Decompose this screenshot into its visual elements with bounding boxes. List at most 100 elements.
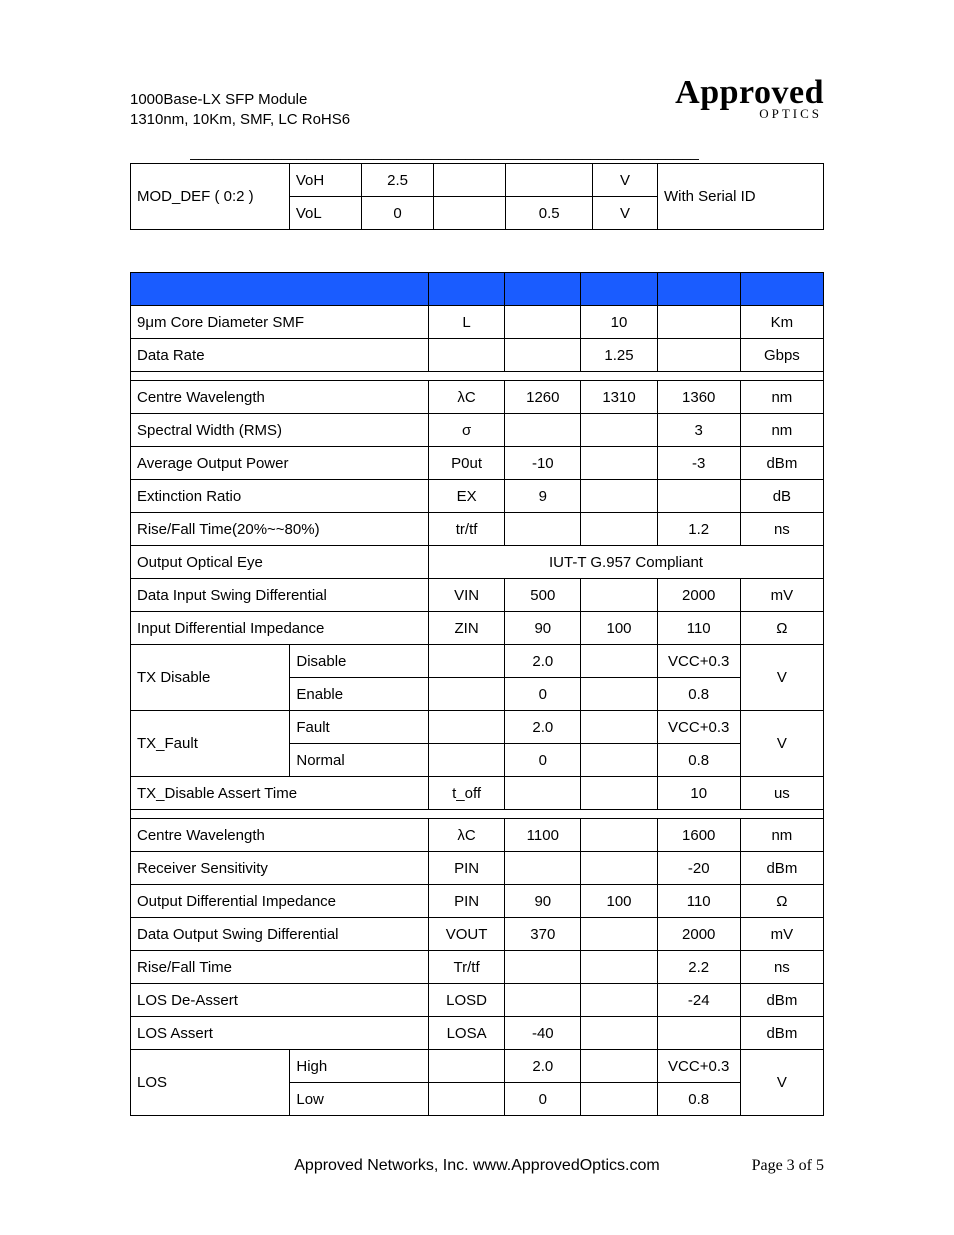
table-spacer-row (131, 372, 824, 381)
cell-max: 110 (657, 885, 740, 918)
cell-sym: ZIN (428, 612, 504, 645)
table-row: Output Differential ImpedancePIN90100110… (131, 885, 824, 918)
cell-sym: λC (428, 381, 504, 414)
cell-unit: V (740, 1050, 823, 1116)
cell-typ (581, 819, 657, 852)
cell-max: 110 (657, 612, 740, 645)
table-row: TX DisableDisable2.0VCC+0.3V (131, 645, 824, 678)
header-text: 1000Base-LX SFP Module 1310nm, 10Km, SMF… (130, 90, 350, 131)
cell-min: 0 (505, 1083, 581, 1116)
cell-sym: PIN (428, 852, 504, 885)
cell-sym: L (428, 306, 504, 339)
cell-unit: Ω (740, 885, 823, 918)
cell-unit: us (740, 777, 823, 810)
cell-unit: V (740, 711, 823, 777)
page: 1000Base-LX SFP Module 1310nm, 10Km, SMF… (0, 0, 954, 1235)
cell-max: VCC+0.3 (657, 645, 740, 678)
footer-text: Approved Networks, Inc. www.ApprovedOpti… (294, 1157, 659, 1174)
cell-param: Spectral Width (RMS) (131, 414, 429, 447)
cell-typ: 100 (581, 885, 657, 918)
cell-typ (581, 1017, 657, 1050)
cell-param: LOS De-Assert (131, 984, 429, 1017)
cell-param: Data Output Swing Differential (131, 918, 429, 951)
table-row: Centre WavelengthλC126013101360nm (131, 381, 824, 414)
cell-sub: VoH (289, 164, 361, 197)
page-number: Page 3 of 5 (752, 1157, 824, 1175)
table-row: TX_Disable Assert Timet_off10us (131, 777, 824, 810)
divider: ________________________________________… (190, 144, 824, 161)
cell-sub: Normal (290, 744, 429, 777)
cell-sym: VIN (428, 579, 504, 612)
cell-typ (581, 951, 657, 984)
cell-min: 90 (505, 612, 581, 645)
cell-min: -40 (505, 1017, 581, 1050)
cell-max: 0.8 (657, 678, 740, 711)
cell-min (505, 306, 581, 339)
cell-sym: VOUT (428, 918, 504, 951)
cell-sym: PIN (428, 885, 504, 918)
cell-sym: t_off (428, 777, 504, 810)
table-row: Centre WavelengthλC11001600nm (131, 819, 824, 852)
logo: Approved OPTICS (675, 74, 824, 122)
table-header-row (131, 273, 824, 306)
cell-sub: VoL (289, 197, 361, 230)
cell-unit: Ω (740, 612, 823, 645)
cell-sym (428, 645, 504, 678)
cell-min (505, 339, 581, 372)
footer: Approved Networks, Inc. www.ApprovedOpti… (0, 1157, 954, 1175)
cell-max: 0.5 (506, 197, 593, 230)
cell-typ: 1.25 (581, 339, 657, 372)
cell-typ (581, 579, 657, 612)
cell-max: -3 (657, 447, 740, 480)
cell-min (505, 513, 581, 546)
cell-unit: dB (740, 480, 823, 513)
table-row: Rise/Fall TimeTr/tf2.2ns (131, 951, 824, 984)
cell-param: TX_Fault (131, 711, 290, 777)
cell-unit: Gbps (740, 339, 823, 372)
cell-max: 2000 (657, 579, 740, 612)
cell-sub: Low (290, 1083, 429, 1116)
cell-sym: Tr/tf (428, 951, 504, 984)
cell-param: LOS (131, 1050, 290, 1116)
gap (130, 230, 824, 266)
page-header: 1000Base-LX SFP Module 1310nm, 10Km, SMF… (130, 80, 824, 140)
cell-param: Centre Wavelength (131, 381, 429, 414)
cell-max: VCC+0.3 (657, 711, 740, 744)
cell-typ (581, 480, 657, 513)
cell-min: 500 (505, 579, 581, 612)
cell-min: 370 (505, 918, 581, 951)
cell-unit: nm (740, 414, 823, 447)
cell-typ (581, 1050, 657, 1083)
cell-sym (428, 678, 504, 711)
cell-sub: Disable (290, 645, 429, 678)
cell-param: Average Output Power (131, 447, 429, 480)
cell-typ (581, 447, 657, 480)
cell-max (657, 1017, 740, 1050)
cell-unit: ns (740, 951, 823, 984)
cell-max (657, 339, 740, 372)
cell-min: 2.0 (505, 1050, 581, 1083)
cell-unit: nm (740, 381, 823, 414)
cell-typ (581, 711, 657, 744)
cell-sym (428, 1083, 504, 1116)
cell-typ (434, 164, 506, 197)
table-row: LOS AssertLOSA-40dBm (131, 1017, 824, 1050)
cell-max (506, 164, 593, 197)
cell-min: 0 (505, 678, 581, 711)
cell-max: 1360 (657, 381, 740, 414)
cell-max: 2000 (657, 918, 740, 951)
table-row: Rise/Fall Time(20%~~80%)tr/tf1.2ns (131, 513, 824, 546)
cell-max: 1600 (657, 819, 740, 852)
cell-min: 2.0 (505, 645, 581, 678)
table-row: Data Output Swing DifferentialVOUT370 200… (131, 918, 824, 951)
cell-max: 10 (657, 777, 740, 810)
cell-param: Extinction Ratio (131, 480, 429, 513)
cell-min: 2.0 (505, 711, 581, 744)
cell-typ (581, 984, 657, 1017)
table-row: MOD_DEF ( 0:2 ) VoH 2.5 V With Serial ID (131, 164, 824, 197)
cell-min: 9 (505, 480, 581, 513)
cell-unit: nm (740, 819, 823, 852)
table-moddef: MOD_DEF ( 0:2 ) VoH 2.5 V With Serial ID… (130, 163, 824, 230)
cell-unit: V (593, 197, 658, 230)
cell-merged: IUT-T G.957 Compliant (428, 546, 823, 579)
